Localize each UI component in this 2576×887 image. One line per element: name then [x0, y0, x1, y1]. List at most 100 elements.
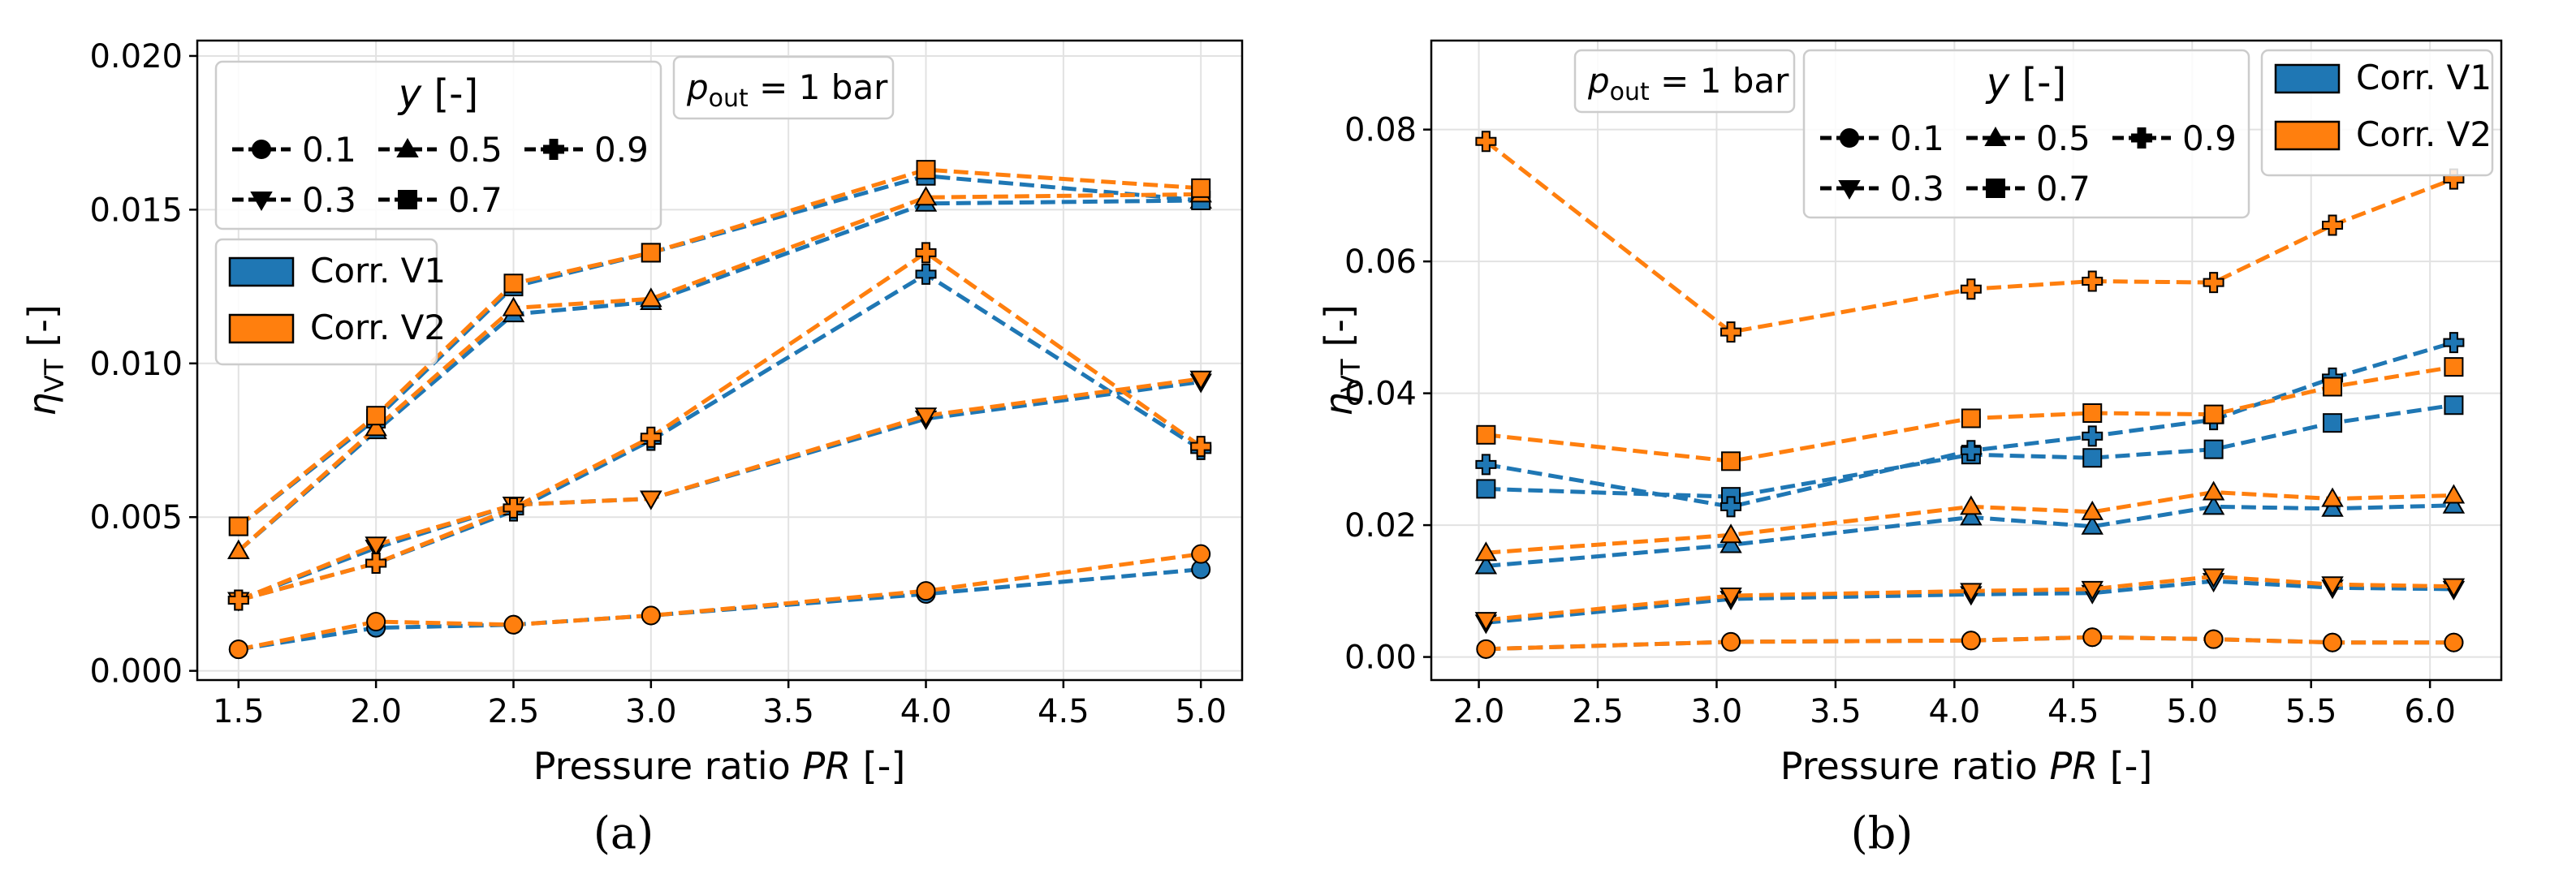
data-point [2203, 404, 2224, 424]
data-point [1190, 436, 1212, 458]
legend-y-title: y [-] [1985, 60, 2066, 105]
data-point [914, 186, 938, 206]
data-point [366, 406, 386, 426]
legend-corr-a: Corr. V1 Corr. V2 [214, 238, 446, 366]
legend-swatch-v1 [228, 256, 295, 287]
series-line [238, 552, 1202, 652]
xtick-label: 5.5 [2285, 693, 2337, 730]
data-point [1961, 631, 1981, 651]
data-point [1189, 370, 1212, 390]
legend-y-item-0.5: 0.5 [1966, 118, 2091, 158]
data-point [1475, 454, 1497, 476]
ylabel-b: ηVT [-] [1317, 304, 1366, 416]
series-v2-y0.5 [1474, 480, 2466, 562]
ticks-a: 1.5 2.0 2.5 3.0 3.5 4.0 4.5 5.0 0.000 0.005 0.010 0… [89, 38, 1227, 730]
legend-y-value: 0.7 [2036, 169, 2091, 209]
data-point [641, 243, 661, 263]
legend-y-item-0.3: 0.3 [1820, 169, 1944, 209]
data-point [228, 516, 248, 536]
svg-text:pout = 1 bar: pout = 1 bar [1587, 61, 1789, 106]
data-point [503, 273, 524, 294]
xtick-label: 2.5 [1572, 693, 1624, 730]
data-point [2082, 627, 2103, 648]
data-point [502, 296, 525, 316]
legend-marker [396, 137, 419, 157]
xtick-label: 6.0 [2404, 693, 2456, 730]
annotation-pout-a: pout = 1 bar [672, 55, 895, 120]
data-point [365, 553, 387, 575]
series-line [237, 174, 1202, 528]
data-point [2321, 487, 2344, 507]
data-point [2081, 515, 2104, 535]
data-point [1474, 554, 1498, 575]
panel-label-a: (a) [593, 807, 654, 859]
data-point [2203, 439, 2224, 459]
data-point [1474, 612, 1498, 632]
data-point [503, 614, 524, 635]
legend-y-a: y [-] 0.1 0.5 0.9 0.3 0.7 [214, 60, 662, 230]
data-point [227, 589, 249, 611]
data-point [1960, 583, 1983, 603]
series-v2-y0.1 [228, 544, 1211, 660]
data-point [1191, 178, 1211, 198]
ytick-label: 0.04 [1344, 376, 1417, 413]
legend-y-value: 0.1 [1890, 118, 1944, 158]
legend-y-title: y [-] [397, 71, 478, 117]
legend-y-value: 0.3 [1890, 169, 1944, 209]
data-point [2082, 270, 2104, 292]
xtick-label: 4.0 [900, 693, 952, 730]
legend-marker [250, 192, 273, 212]
ytick-label: 0.010 [89, 346, 183, 383]
panel-b: 2.0 2.5 3.0 3.5 4.0 4.5 5.0 5.5 6.0 0.00 0.02 0.04 0… [1317, 39, 2503, 859]
data-point [2442, 484, 2466, 504]
data-point [2202, 568, 2225, 588]
xtick-label: 3.0 [1691, 693, 1743, 730]
ylabel-a: ηVT [-] [20, 304, 70, 416]
legend-label-v1: Corr. V1 [310, 251, 446, 291]
series-a [227, 160, 1212, 660]
data-point [1960, 440, 1982, 462]
data-point [1719, 533, 1742, 553]
series-v2-y0.9 [227, 242, 1212, 611]
xlabel-a: Pressure ratio PR [-] [533, 744, 906, 788]
series-line [237, 192, 1202, 553]
legend-marker [1986, 179, 2005, 198]
data-point [915, 242, 937, 264]
axes-frame-a [196, 39, 1244, 682]
series-line [238, 567, 1202, 652]
legend-label-v2: Corr. V2 [310, 308, 446, 347]
data-point [503, 497, 524, 519]
data-point [1961, 408, 1981, 428]
series-v2-y0.3 [1474, 568, 2466, 632]
data-point [2322, 214, 2344, 236]
legend-y-value: 0.5 [448, 130, 503, 170]
data-point [365, 416, 387, 437]
data-point [1720, 496, 1742, 518]
xtick-label: 2.0 [1453, 693, 1505, 730]
legend-y-value: 0.3 [302, 180, 356, 220]
data-point [640, 490, 662, 510]
series-line [237, 377, 1202, 602]
data-point [1721, 631, 1741, 652]
xtick-label: 2.0 [350, 693, 402, 730]
ytick-label: 0.00 [1344, 639, 1417, 677]
series-v2-y0.7 [1476, 357, 2464, 471]
data-point [2082, 448, 2103, 468]
legend-label-v1: Corr. V1 [2356, 58, 2492, 97]
annotation-pout-b: pout = 1 bar [1573, 49, 1796, 114]
data-point [2203, 272, 2224, 294]
legend-marker [2131, 127, 2152, 149]
legend-y-item-0.3: 0.3 [232, 180, 356, 220]
xtick-label: 3.5 [762, 693, 814, 730]
data-point [1191, 544, 1211, 564]
data-point [2444, 357, 2464, 377]
series-v2-y0.9 [1475, 131, 2465, 343]
data-point [2323, 377, 2343, 397]
ytick-label: 0.06 [1344, 243, 1417, 281]
data-point [2443, 332, 2465, 354]
legend-y-value: 0.7 [448, 180, 503, 220]
data-point [1721, 451, 1741, 471]
data-point [914, 407, 938, 428]
data-point [365, 536, 387, 557]
